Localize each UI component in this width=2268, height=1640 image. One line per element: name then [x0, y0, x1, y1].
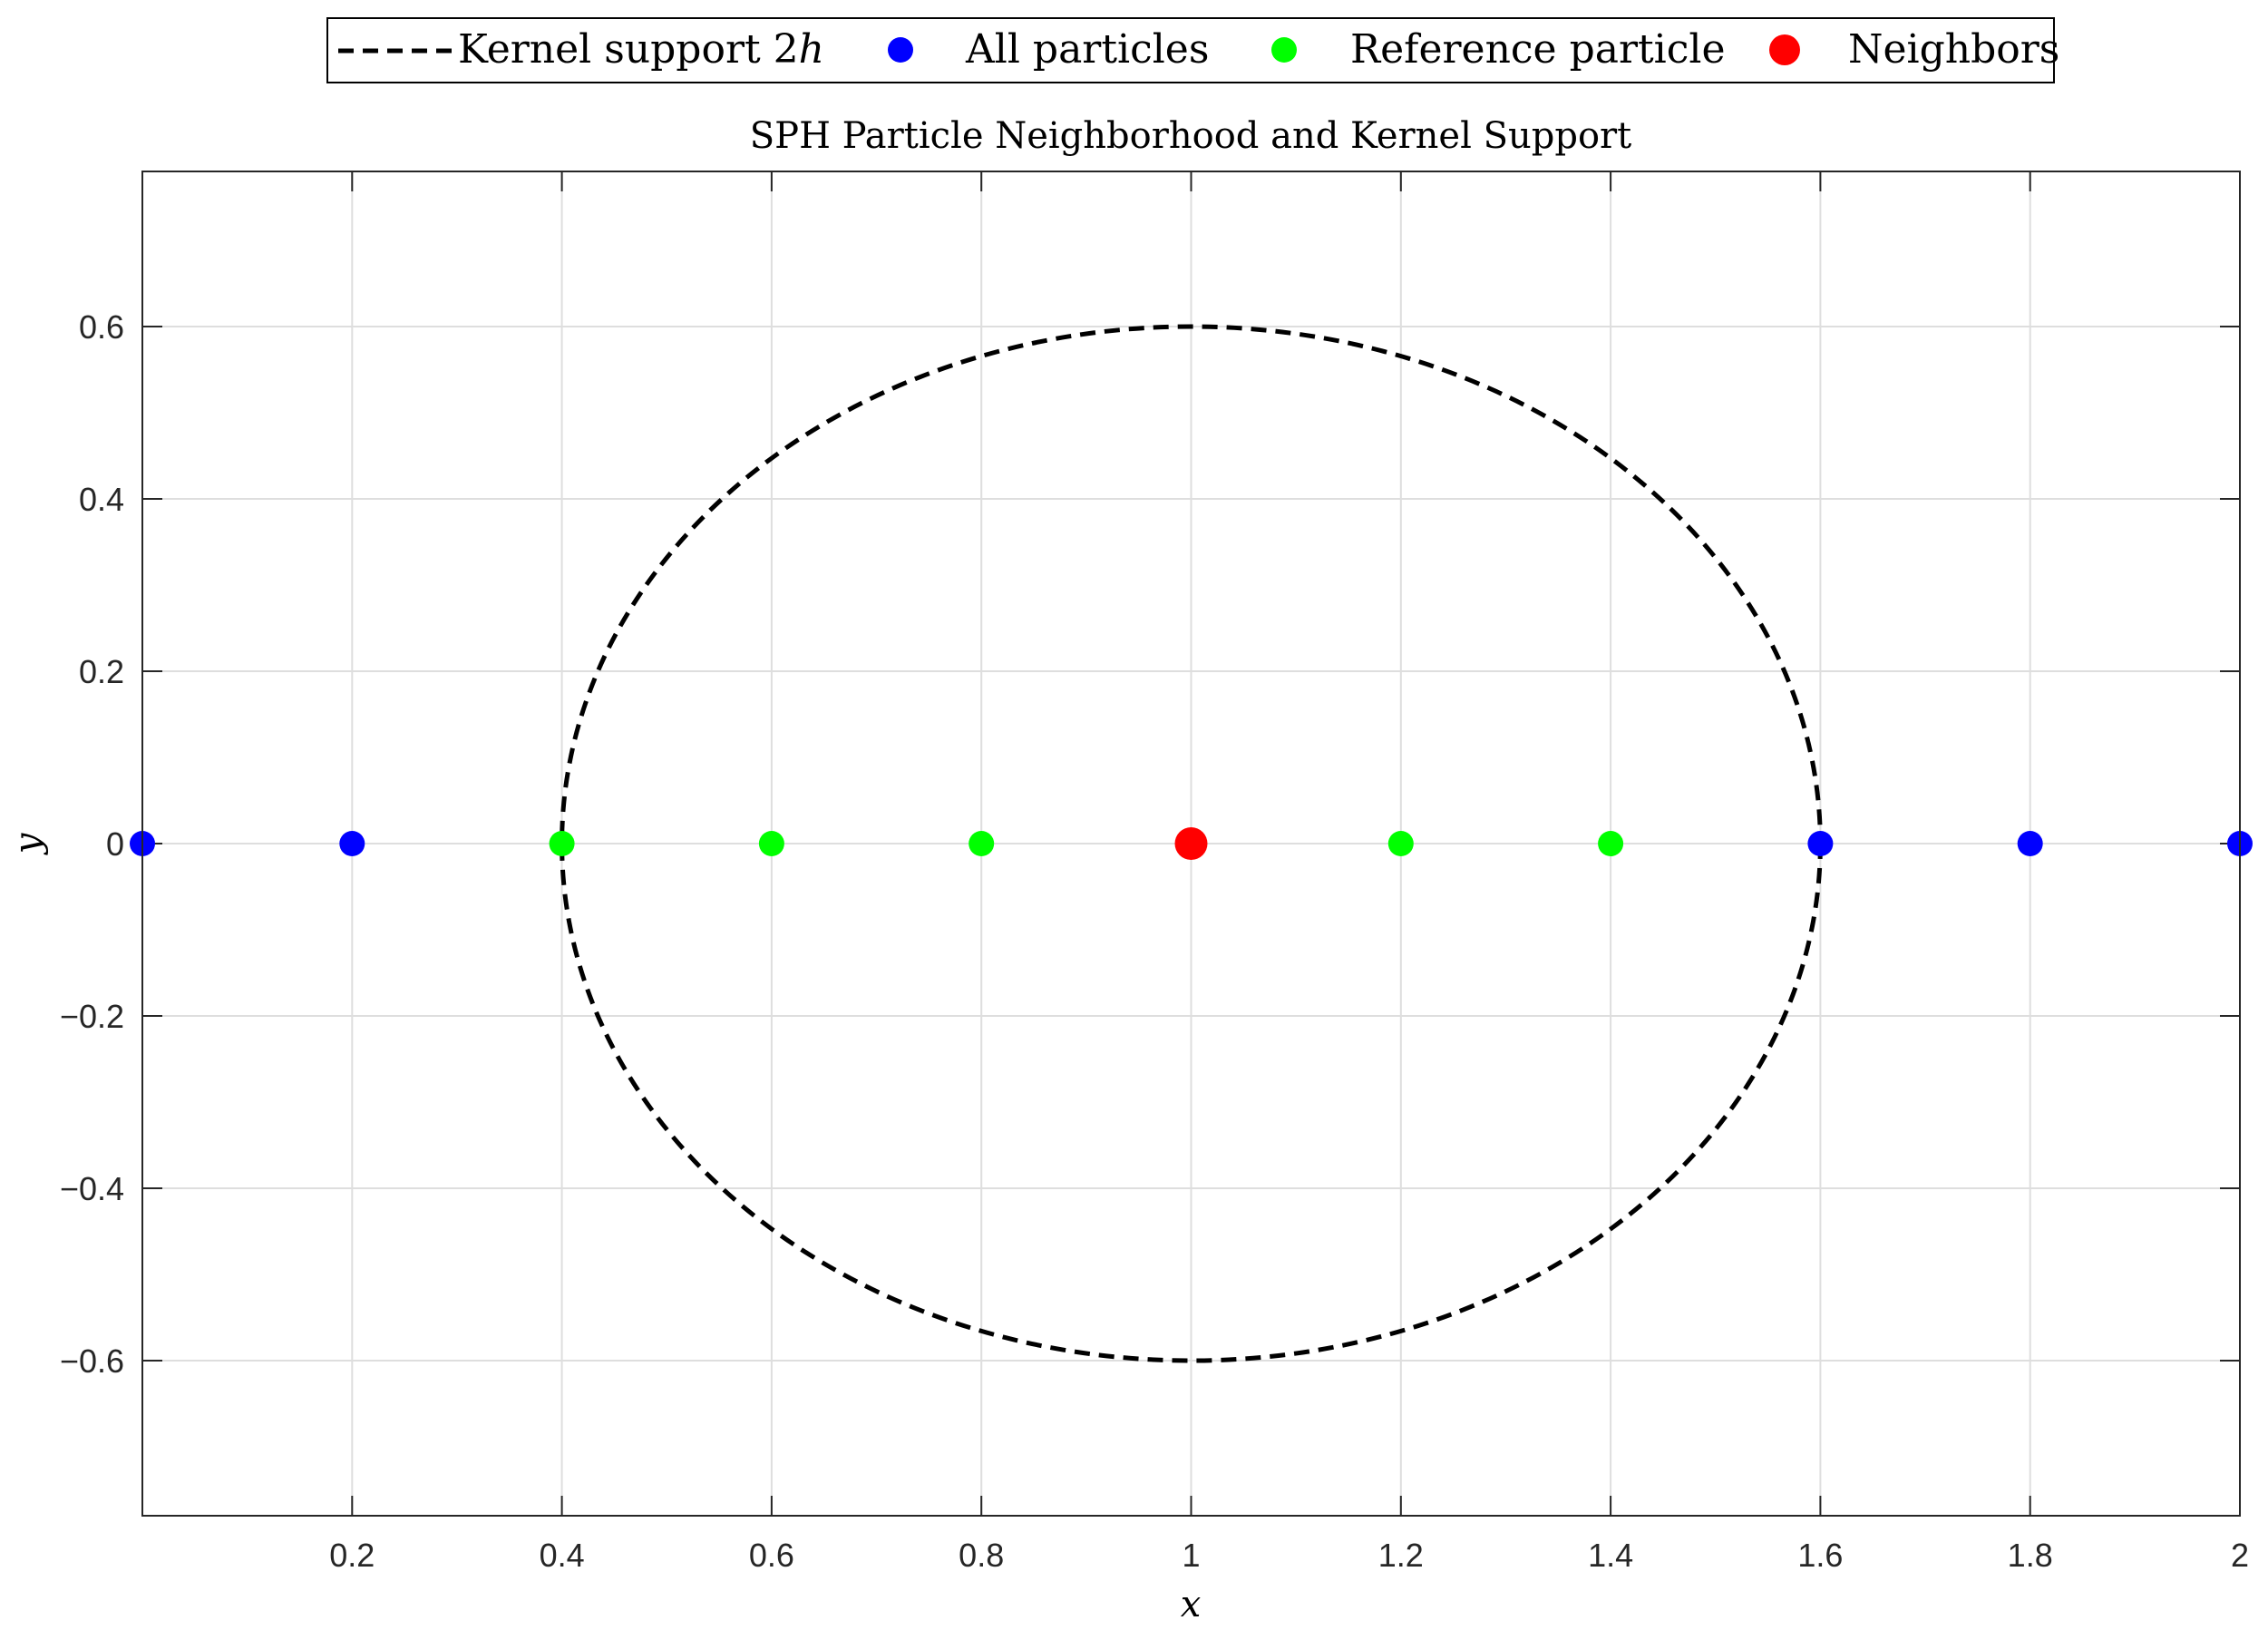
reference-particle-point [969, 831, 995, 856]
y-tick-label: −0.6 [60, 1342, 124, 1380]
y-tick-label: 0.6 [79, 308, 124, 346]
x-tick-label: 0.4 [540, 1537, 585, 1574]
particles-layer [130, 827, 2253, 860]
legend-box [326, 17, 2055, 83]
x-tick-label: 0.2 [329, 1537, 375, 1574]
reference-particle-point [758, 831, 784, 856]
neighbors-point [1174, 827, 1208, 860]
x-tick-label: 1 [1182, 1537, 1200, 1574]
legend-all-marker [888, 37, 913, 63]
plot-frame [141, 171, 2241, 1517]
legend-reference-marker [1271, 37, 1297, 63]
y-tick-label: 0.2 [79, 653, 124, 690]
legend-kernel-label: Kernel support 2h [458, 26, 824, 73]
x-tick-label: 0.8 [959, 1537, 1004, 1574]
chart-title: SPH Particle Neighborhood and Kernel Sup… [750, 115, 1631, 157]
all-particles-point [2017, 831, 2043, 856]
x-axis-label: x [1181, 1584, 1202, 1625]
y-tick-label: 0.4 [79, 481, 124, 518]
reference-particle-point [549, 831, 575, 856]
y-tick-labels: 0.6 0.4 0.2 0 −0.2 −0.4 −0.6 [60, 308, 124, 1380]
y-axis-label: y [7, 832, 49, 855]
reference-particle-point [1598, 831, 1624, 856]
legend-neighbors-label: Neighbors [1848, 26, 2059, 73]
x-tick-label: 1.2 [1378, 1537, 1424, 1574]
x-tick-label: 1.6 [1797, 1537, 1843, 1574]
x-tick-labels: 0.2 0.4 0.6 0.8 1 1.2 1.4 1.6 1.8 2 [329, 1537, 2249, 1574]
legend-reference-label: Reference particle [1350, 26, 1726, 73]
all-particles-point [1807, 831, 1834, 856]
y-tick-label: −0.4 [60, 1170, 124, 1207]
legend: Kernel support 2h All particles Referenc… [326, 17, 2059, 83]
x-tick-label: 0.6 [749, 1537, 794, 1574]
legend-neighbors-marker [1769, 34, 1800, 65]
x-tick-label: 1.8 [2008, 1537, 2053, 1574]
x-tick-label: 2 [2231, 1537, 2249, 1574]
all-particles-point [339, 831, 365, 856]
legend-all-label: All particles [965, 26, 1209, 73]
y-tick-label: 0 [106, 825, 124, 863]
y-tick-label: −0.2 [60, 998, 124, 1035]
x-tick-label: 1.4 [1588, 1537, 1633, 1574]
reference-particle-point [1387, 831, 1414, 856]
